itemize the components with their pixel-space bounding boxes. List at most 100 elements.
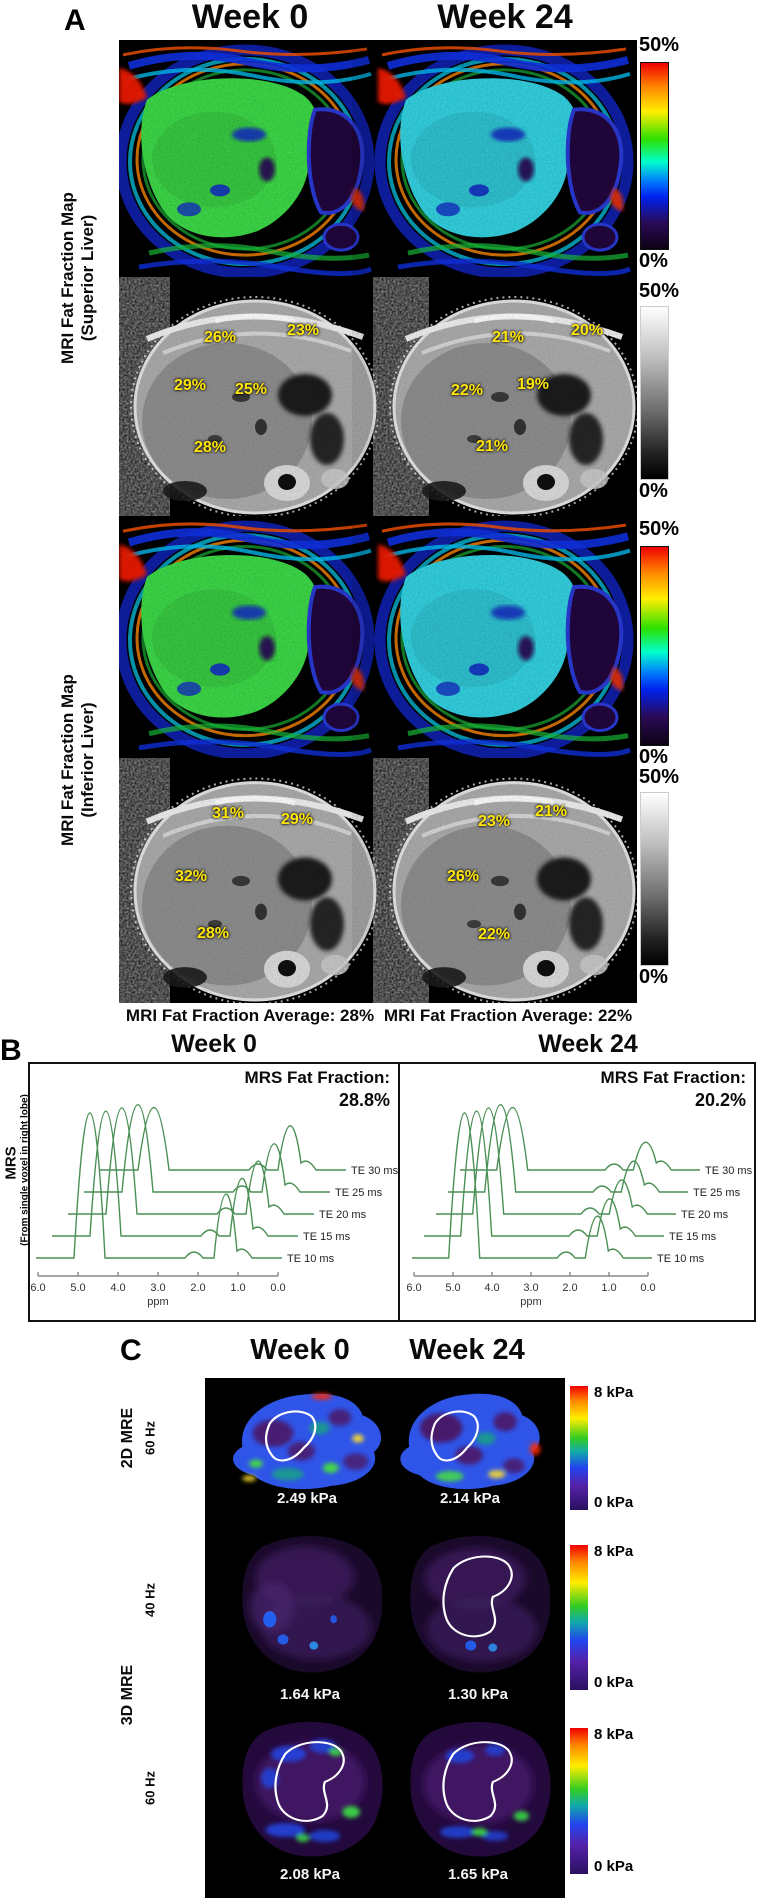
colorbar-max-label: 50% [639, 518, 680, 540]
color-map-week24-inferior [378, 516, 637, 758]
superior-row-label-line1: MRI Fat Fraction Map [58, 192, 77, 364]
mre-value-2d-week24: 2.14 kPa [439, 1490, 501, 1507]
svg-text:6.0: 6.0 [30, 1282, 45, 1294]
colorbar-max-label: 50% [639, 280, 680, 302]
mrs-fat-fraction-value-week24: 20.2% [694, 1090, 746, 1110]
svg-text:4.0: 4.0 [110, 1282, 125, 1294]
inferior-row-label-line1: MRI Fat Fraction Map [58, 674, 77, 846]
roi-label: 22% [450, 382, 484, 399]
mrs-fat-fraction-label-week0: MRS Fat Fraction: [244, 1068, 390, 1087]
mrs-spectrum-week24: 6.0 5.0 4.0 3.0 2.0 1.0 0.0 ppm TE 10 ms TE 15 ms… [406, 1103, 753, 1308]
grayscale-week24-superior [378, 277, 637, 516]
inferior-row-label-line2: (Inferior Liver) [78, 702, 97, 818]
roi-label: 28% [196, 925, 230, 942]
svg-text:4.0: 4.0 [484, 1282, 499, 1294]
mre-value-2d-week0: 2.49 kPa [276, 1490, 338, 1507]
roi-label: 20% [570, 322, 604, 339]
panel-c-week24-header: Week 24 [409, 1334, 525, 1366]
svg-text:2.0: 2.0 [190, 1282, 205, 1294]
superior-liver-row-label: MRI Fat Fraction Map (Superior Liver) [58, 192, 98, 364]
colorbar-min-label: 0% [639, 480, 668, 502]
mre-value-60hz-week0: 2.08 kPa [279, 1866, 341, 1883]
mre-3d-group-label: 3D MRE [119, 1664, 136, 1726]
colorbar-min-label: 0% [639, 250, 668, 272]
panel-a-week24-header: Week 24 [437, 0, 573, 36]
mre-3d-40hz-week0 [242, 1536, 383, 1673]
week24-average-caption: MRI Fat Fraction Average: 22% [383, 1006, 633, 1025]
kpa-min-label: 0 kPa [594, 1674, 634, 1691]
week0-average-caption: MRI Fat Fraction Average: 28% [125, 1006, 375, 1025]
mre-row2-freq-label: 40 Hz [142, 1583, 158, 1617]
svg-text:TE 30 ms: TE 30 ms [351, 1165, 399, 1177]
mre-3d-40hz-week24 [410, 1536, 551, 1673]
color-map-week0-superior [119, 40, 378, 277]
roi-label: 28% [193, 439, 227, 456]
svg-text:6.0: 6.0 [406, 1282, 421, 1294]
mre-value-60hz-week24: 1.65 kPa [447, 1866, 509, 1883]
roi-label: 29% [280, 811, 314, 828]
mre-row3-freq-label: 60 Hz [142, 1771, 158, 1805]
svg-text:5.0: 5.0 [70, 1282, 85, 1294]
color-map-week24-superior [378, 40, 637, 277]
colorbar-min-label: 0% [639, 746, 668, 768]
kpa-min-label: 0 kPa [594, 1494, 634, 1511]
fat-fraction-color-map-superior [119, 40, 637, 277]
panel-a-week0-header: Week 0 [191, 0, 309, 36]
mre-2d-60hz-week0 [233, 1393, 382, 1490]
roi-label: 32% [174, 868, 208, 885]
svg-text:3.0: 3.0 [523, 1282, 538, 1294]
kpa-max-label: 8 kPa [594, 1384, 634, 1401]
kpa-min-label: 0 kPa [594, 1858, 634, 1875]
svg-text:TE 10 ms: TE 10 ms [657, 1253, 705, 1265]
colorbar-max-label: 50% [639, 766, 680, 788]
svg-text:0.0: 0.0 [640, 1282, 655, 1294]
svg-text:2.0: 2.0 [562, 1282, 577, 1294]
gray-colorbar-superior [640, 306, 669, 480]
svg-text:0.0: 0.0 [270, 1282, 285, 1294]
roi-label: 21% [475, 438, 509, 455]
rainbow-colorbar-superior [640, 62, 669, 250]
roi-label: 31% [211, 805, 245, 822]
panel-c-week0-header: Week 0 [250, 1334, 350, 1366]
grayscale-map-superior [119, 277, 637, 516]
panel-a-label: A [64, 4, 86, 37]
mre-value-40hz-week0: 1.64 kPa [279, 1686, 341, 1703]
mre-3d-60hz-week0 [242, 1721, 383, 1857]
roi-label: 25% [234, 381, 268, 398]
fat-fraction-color-map-inferior [119, 516, 637, 758]
kpa-colorbar-row2 [570, 1545, 588, 1690]
roi-label: 23% [477, 813, 511, 830]
panel-b-label: B [0, 1034, 22, 1067]
svg-text:ppm: ppm [520, 1296, 541, 1308]
gray-colorbar-inferior [640, 792, 669, 966]
svg-text:1.0: 1.0 [230, 1282, 245, 1294]
svg-text:5.0: 5.0 [445, 1282, 460, 1294]
svg-text:TE 15 ms: TE 15 ms [303, 1231, 351, 1243]
svg-text:TE 20 ms: TE 20 ms [319, 1209, 367, 1221]
roi-label: 21% [534, 803, 568, 820]
panel-b-week0-header: Week 0 [171, 1030, 257, 1058]
svg-text:1.0: 1.0 [601, 1282, 616, 1294]
roi-label: 23% [286, 322, 320, 339]
panel-c-label: C [120, 1334, 142, 1367]
svg-text:TE 25 ms: TE 25 ms [335, 1187, 383, 1199]
mrs-fat-fraction-label-week24: MRS Fat Fraction: [600, 1068, 746, 1087]
mrs-fat-fraction-value-week0: 28.8% [338, 1090, 390, 1110]
roi-label: 26% [446, 868, 480, 885]
roi-label: 19% [516, 376, 550, 393]
mrs-side-label: MRS [2, 1146, 20, 1180]
rainbow-colorbar-inferior [640, 546, 669, 746]
roi-label: 26% [203, 329, 237, 346]
svg-text:TE 20 ms: TE 20 ms [681, 1209, 729, 1221]
mre-2d-60hz-week24 [400, 1393, 541, 1490]
mre-row1-freq-label: 60 Hz [142, 1421, 158, 1455]
grayscale-week0-inferior [119, 758, 379, 1003]
svg-text:TE 25 ms: TE 25 ms [693, 1187, 741, 1199]
mre-3d-60hz-week24 [410, 1721, 551, 1857]
svg-text:TE 10 ms: TE 10 ms [287, 1253, 335, 1265]
grayscale-week24-inferior [378, 758, 637, 1003]
color-map-week0-inferior [119, 516, 378, 758]
svg-text:TE 15 ms: TE 15 ms [669, 1231, 717, 1243]
roi-label: 22% [477, 926, 511, 943]
